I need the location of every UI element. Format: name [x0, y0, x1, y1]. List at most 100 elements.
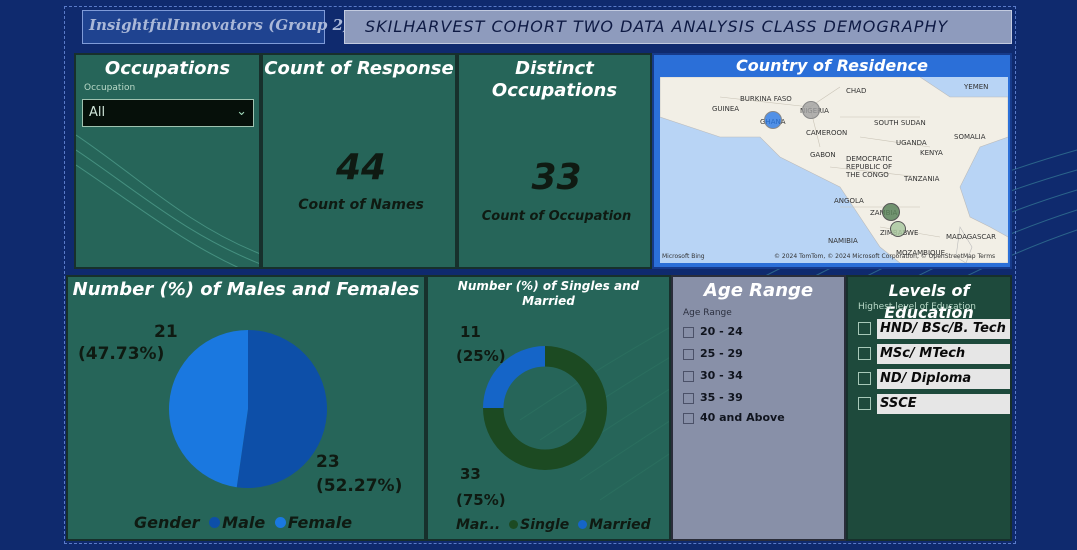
map-attribution-copyright[interactable]: © 2024 TomTom, © 2024 Microsoft Corporat…	[774, 253, 996, 260]
education-option-hnd-bsc[interactable]: HND/ BSc/B. Tech	[858, 318, 1010, 339]
gender-tile: Number (%) of Males and Females 21 (47.7…	[66, 275, 426, 541]
checkbox-icon[interactable]	[858, 322, 871, 335]
map-label-angola: ANGOLA	[834, 197, 864, 205]
slice-married[interactable]	[483, 346, 545, 408]
occupation-dropdown[interactable]: All ⌄	[82, 99, 254, 127]
map-label-tanzania: TANZANIA	[904, 175, 940, 183]
slice-male[interactable]	[236, 330, 327, 488]
marital-donut-chart[interactable]	[482, 345, 608, 471]
age-range-filter-label: Age Range	[683, 308, 732, 318]
age-option-label: 40 and Above	[700, 411, 785, 424]
map-landmass	[660, 77, 1008, 263]
count-of-names-caption: Count of Names	[298, 197, 424, 213]
gender-title: Number (%) of Males and Females	[72, 279, 420, 300]
education-tile: Levels of Education Highest level of Edu…	[846, 275, 1012, 541]
age-option-label: 30 - 34	[700, 369, 743, 382]
single-legend-dot	[509, 519, 519, 529]
age-range-title: Age Range	[703, 280, 814, 301]
africa-map[interactable]: BURKINA FASO CHAD YEMEN GUINEA NIGERIA G…	[660, 77, 1008, 263]
checkbox-icon[interactable]	[683, 370, 694, 382]
age-option-35-39[interactable]: 35 - 39	[683, 391, 743, 404]
occupation-filter-label: Occupation	[84, 83, 136, 93]
country-map-tile: Country of Residence BURKINA FASO CHAD Y…	[652, 53, 1012, 269]
slice-female[interactable]	[168, 330, 248, 488]
slice-single[interactable]	[483, 346, 607, 470]
male-label-count: 23	[316, 452, 340, 472]
map-label-somalia: SOMALIA	[954, 133, 986, 141]
group-name-banner: InsightfulInnovators (Group 2)	[82, 10, 350, 44]
checkbox-icon[interactable]	[683, 392, 694, 404]
gender-legend-title: Gender	[134, 513, 200, 532]
checkbox-icon[interactable]	[858, 347, 871, 360]
single-label-count: 33	[460, 465, 481, 483]
gender-legend: Gender Male Female	[134, 513, 352, 532]
map-label-madagascar: MADAGASCAR	[946, 233, 996, 241]
married-label-pct: (25%)	[456, 347, 506, 365]
map-label-cameroon: CAMEROON	[806, 129, 848, 137]
male-label-pct: (52.27%)	[316, 476, 403, 496]
education-option-nd-diploma[interactable]: ND/ Diploma	[858, 368, 1010, 389]
education-title: Levels of Education	[884, 281, 974, 322]
map-label-drc-1: DEMOCRATIC	[846, 155, 893, 163]
marital-title: Number (%) of Singles and Married	[457, 279, 640, 308]
count-of-response-title: Count of Response	[264, 58, 454, 79]
female-legend-label[interactable]: Female	[287, 513, 353, 532]
count-of-response-tile: Count of Response 44 Count of Names	[261, 53, 457, 269]
age-option-25-29[interactable]: 25 - 29	[683, 347, 743, 360]
married-legend-label[interactable]: Married	[589, 517, 651, 533]
occupations-tile: Occupations Occupation All ⌄	[74, 53, 261, 269]
country-map-title: Country of Residence	[736, 56, 928, 75]
education-option-label: SSCE	[877, 393, 1010, 414]
married-legend-dot	[578, 519, 588, 529]
education-option-label: MSc/ MTech	[877, 343, 1010, 364]
map-label-gabon: GABON	[810, 151, 836, 159]
occupation-dropdown-value: All	[89, 105, 106, 120]
marital-tile: Number (%) of Singles and Married 11 (25…	[426, 275, 671, 541]
map-label-drc-2: REPUBLIC OF	[846, 163, 893, 171]
map-marker-nigeria[interactable]	[802, 101, 820, 119]
age-option-40-above[interactable]: 40 and Above	[683, 411, 785, 424]
checkbox-icon[interactable]	[683, 326, 694, 338]
education-filter-label: Highest level of Education	[858, 302, 976, 312]
gender-pie-chart[interactable]	[168, 329, 328, 489]
age-option-30-34[interactable]: 30 - 34	[683, 369, 743, 382]
checkbox-icon[interactable]	[858, 397, 871, 410]
female-legend-dot	[274, 517, 286, 528]
occupations-title: Occupations	[104, 58, 231, 79]
single-legend-label[interactable]: Single	[520, 517, 570, 533]
map-label-south-sudan: SOUTH SUDAN	[874, 119, 926, 127]
education-option-ssce[interactable]: SSCE	[858, 393, 1010, 414]
age-option-label: 25 - 29	[700, 347, 743, 360]
map-label-chad: CHAD	[846, 87, 867, 95]
report-title: SKILHARVEST COHORT TWO DATA ANALYSIS CLA…	[344, 10, 1012, 44]
single-label-pct: (75%)	[456, 491, 506, 509]
female-label-pct: (47.73%)	[78, 344, 165, 364]
age-range-tile: Age Range Age Range 20 - 24 25 - 29 30 -…	[671, 275, 846, 541]
checkbox-icon[interactable]	[683, 412, 694, 424]
map-label-uganda: UGANDA	[896, 139, 927, 147]
count-of-names-value: 44	[335, 147, 387, 188]
count-of-occupation-value: 33	[531, 157, 582, 198]
male-legend-label[interactable]: Male	[222, 513, 266, 532]
report-frame	[64, 6, 1016, 544]
map-label-burkina-faso: BURKINA FASO	[740, 95, 792, 103]
map-marker-ghana[interactable]	[764, 111, 782, 129]
checkbox-icon[interactable]	[683, 348, 694, 360]
female-label-count: 21	[154, 322, 178, 342]
map-label-kenya: KENYA	[920, 149, 943, 157]
checkbox-icon[interactable]	[858, 372, 871, 385]
age-option-label: 20 - 24	[700, 325, 743, 338]
map-marker-zambia[interactable]	[882, 203, 900, 221]
age-option-20-24[interactable]: 20 - 24	[683, 325, 743, 338]
map-attribution-bing: Microsoft Bing	[662, 253, 705, 260]
map-label-guinea: GUINEA	[712, 105, 740, 113]
education-option-msc[interactable]: MSc/ MTech	[858, 343, 1010, 364]
distinct-occupations-tile: Distinct Occupations 33 Count of Occupat…	[457, 53, 652, 269]
count-of-occupation-caption: Count of Occupation	[481, 209, 632, 224]
distinct-occupations-title-line1: Distinct	[515, 58, 594, 79]
map-label-namibia: NAMIBIA	[828, 237, 858, 245]
marital-legend-title: Mar...	[456, 517, 501, 533]
chevron-down-icon: ⌄	[236, 104, 247, 119]
education-option-label: ND/ Diploma	[877, 368, 1010, 389]
map-marker-zimbabwe[interactable]	[890, 221, 906, 237]
